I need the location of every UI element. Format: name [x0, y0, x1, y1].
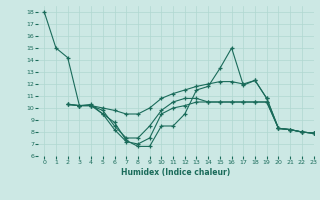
- X-axis label: Humidex (Indice chaleur): Humidex (Indice chaleur): [121, 168, 231, 177]
